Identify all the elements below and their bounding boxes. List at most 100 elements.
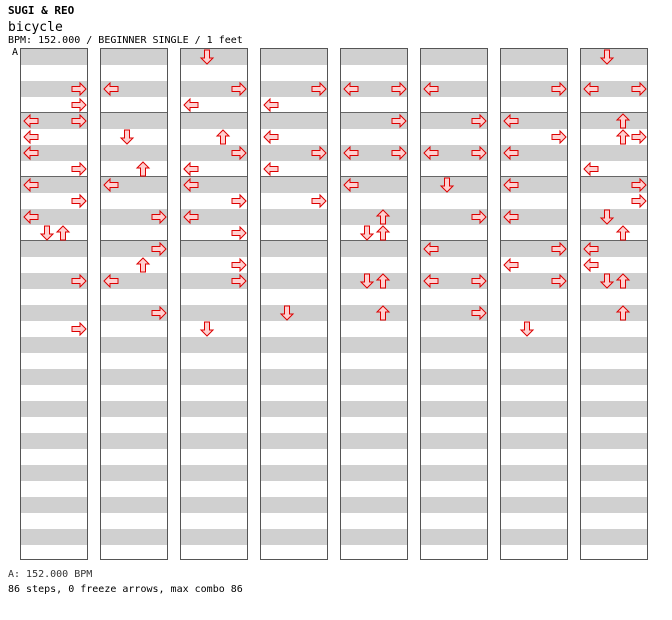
bpm-marker-label: A [12, 47, 19, 58]
measure-line [181, 112, 247, 113]
right-arrow-icon [631, 81, 647, 97]
left-arrow-icon [583, 257, 599, 273]
down-arrow-icon [359, 225, 375, 241]
chart-column [500, 48, 568, 560]
right-arrow-icon [231, 81, 247, 97]
left-arrow-icon [103, 273, 119, 289]
bpm-legend: A: 152.000 BPM [8, 569, 93, 580]
measure-line [261, 112, 327, 113]
right-arrow-icon [311, 145, 327, 161]
right-arrow-icon [311, 81, 327, 97]
left-arrow-icon [343, 177, 359, 193]
left-arrow-icon [503, 209, 519, 225]
right-arrow-icon [71, 113, 87, 129]
chart-column [20, 48, 88, 560]
left-arrow-icon [263, 129, 279, 145]
down-arrow-icon [199, 49, 215, 65]
left-arrow-icon [103, 81, 119, 97]
right-arrow-icon [471, 113, 487, 129]
down-arrow-icon [39, 225, 55, 241]
left-arrow-icon [183, 209, 199, 225]
left-arrow-icon [423, 81, 439, 97]
step-stats: 86 steps, 0 freeze arrows, max combo 86 [8, 584, 243, 595]
down-arrow-icon [439, 177, 455, 193]
up-arrow-icon [135, 161, 151, 177]
left-arrow-icon [423, 241, 439, 257]
down-arrow-icon [279, 305, 295, 321]
measure-line [21, 240, 87, 241]
right-arrow-icon [471, 273, 487, 289]
right-arrow-icon [151, 305, 167, 321]
right-arrow-icon [151, 209, 167, 225]
measure-line [21, 112, 87, 113]
left-arrow-icon [583, 161, 599, 177]
right-arrow-icon [71, 273, 87, 289]
up-arrow-icon [615, 113, 631, 129]
right-arrow-icon [231, 145, 247, 161]
right-arrow-icon [71, 161, 87, 177]
measure-line [421, 112, 487, 113]
right-arrow-icon [551, 241, 567, 257]
up-arrow-icon [375, 273, 391, 289]
measure-line [581, 176, 647, 177]
right-arrow-icon [311, 193, 327, 209]
right-arrow-icon [71, 81, 87, 97]
chart-column [340, 48, 408, 560]
right-arrow-icon [71, 97, 87, 113]
chart-column [580, 48, 648, 560]
right-arrow-icon [71, 321, 87, 337]
measure-line [501, 176, 567, 177]
measure-line [181, 176, 247, 177]
measure-line [421, 176, 487, 177]
left-arrow-icon [103, 177, 119, 193]
up-arrow-icon [615, 129, 631, 145]
measure-line [421, 240, 487, 241]
down-arrow-icon [519, 321, 535, 337]
right-arrow-icon [231, 225, 247, 241]
right-arrow-icon [391, 113, 407, 129]
measure-line [101, 240, 167, 241]
right-arrow-icon [471, 305, 487, 321]
right-arrow-icon [631, 129, 647, 145]
chart-column [260, 48, 328, 560]
right-arrow-icon [551, 81, 567, 97]
left-arrow-icon [423, 145, 439, 161]
measure-line [181, 240, 247, 241]
up-arrow-icon [55, 225, 71, 241]
up-arrow-icon [135, 257, 151, 273]
left-arrow-icon [503, 113, 519, 129]
right-arrow-icon [471, 209, 487, 225]
down-arrow-icon [199, 321, 215, 337]
left-arrow-icon [23, 145, 39, 161]
up-arrow-icon [615, 305, 631, 321]
measure-line [101, 112, 167, 113]
left-arrow-icon [183, 177, 199, 193]
measure-line [341, 240, 407, 241]
right-arrow-icon [551, 273, 567, 289]
up-arrow-icon [215, 129, 231, 145]
left-arrow-icon [503, 177, 519, 193]
right-arrow-icon [231, 273, 247, 289]
left-arrow-icon [263, 161, 279, 177]
down-arrow-icon [599, 49, 615, 65]
up-arrow-icon [375, 305, 391, 321]
up-arrow-icon [615, 225, 631, 241]
measure-line [341, 176, 407, 177]
left-arrow-icon [503, 257, 519, 273]
measure-line [261, 240, 327, 241]
left-arrow-icon [503, 145, 519, 161]
left-arrow-icon [343, 81, 359, 97]
down-arrow-icon [599, 209, 615, 225]
right-arrow-icon [551, 129, 567, 145]
left-arrow-icon [343, 145, 359, 161]
measure-line [341, 112, 407, 113]
left-arrow-icon [23, 177, 39, 193]
left-arrow-icon [423, 273, 439, 289]
left-arrow-icon [183, 97, 199, 113]
left-arrow-icon [263, 97, 279, 113]
right-arrow-icon [231, 257, 247, 273]
left-arrow-icon [583, 241, 599, 257]
chart-info: BPM: 152.000 / BEGINNER SINGLE / 1 feet [8, 35, 243, 46]
right-arrow-icon [391, 145, 407, 161]
measure-line [101, 176, 167, 177]
